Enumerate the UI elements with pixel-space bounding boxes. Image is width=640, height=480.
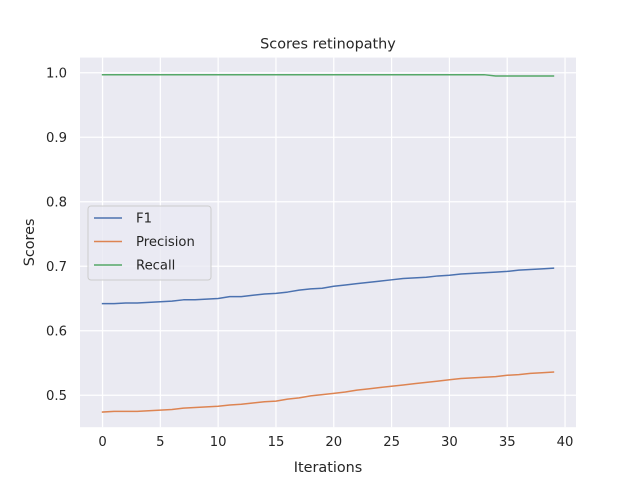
y-tick-label: 0.6 xyxy=(46,324,67,339)
x-tick-label: 30 xyxy=(441,435,458,450)
series-line-precision xyxy=(101,371,555,413)
x-tick-label: 20 xyxy=(325,435,342,450)
x-tick-label: 10 xyxy=(210,435,227,450)
x-tick-label: 35 xyxy=(499,435,516,450)
legend-label-precision: Precision xyxy=(136,235,195,250)
y-tick-label: 0.9 xyxy=(46,131,67,146)
y-tick-label: 0.7 xyxy=(46,260,67,275)
x-tick-label: 15 xyxy=(268,435,285,450)
y-tick-label: 0.5 xyxy=(46,389,67,404)
x-tick-label: 40 xyxy=(557,435,574,450)
legend-box xyxy=(87,205,212,281)
grid xyxy=(80,57,576,428)
chart-title: Scores retinopathy xyxy=(260,37,396,53)
series-line-recall xyxy=(101,73,555,77)
x-axis-label: Iterations xyxy=(294,460,363,476)
series-layer xyxy=(101,73,555,413)
y-tick-label: 0.8 xyxy=(46,195,67,210)
y-tick-labels: 0.5 0.6 0.7 0.8 0.9 1.0 xyxy=(46,66,67,404)
legend-label-f1: F1 xyxy=(136,212,152,227)
x-tick-labels: 0 5 10 15 20 25 30 35 40 xyxy=(98,435,573,450)
legend-label-recall: Recall xyxy=(136,259,175,274)
y-tick-label: 1.0 xyxy=(46,66,67,81)
legend: F1 Precision Recall xyxy=(87,205,212,281)
x-tick-label: 0 xyxy=(98,435,106,450)
x-tick-label: 25 xyxy=(383,435,400,450)
series-line-f1 xyxy=(101,267,555,305)
x-tick-label: 5 xyxy=(156,435,164,450)
y-axis-label: Scores xyxy=(22,218,38,266)
